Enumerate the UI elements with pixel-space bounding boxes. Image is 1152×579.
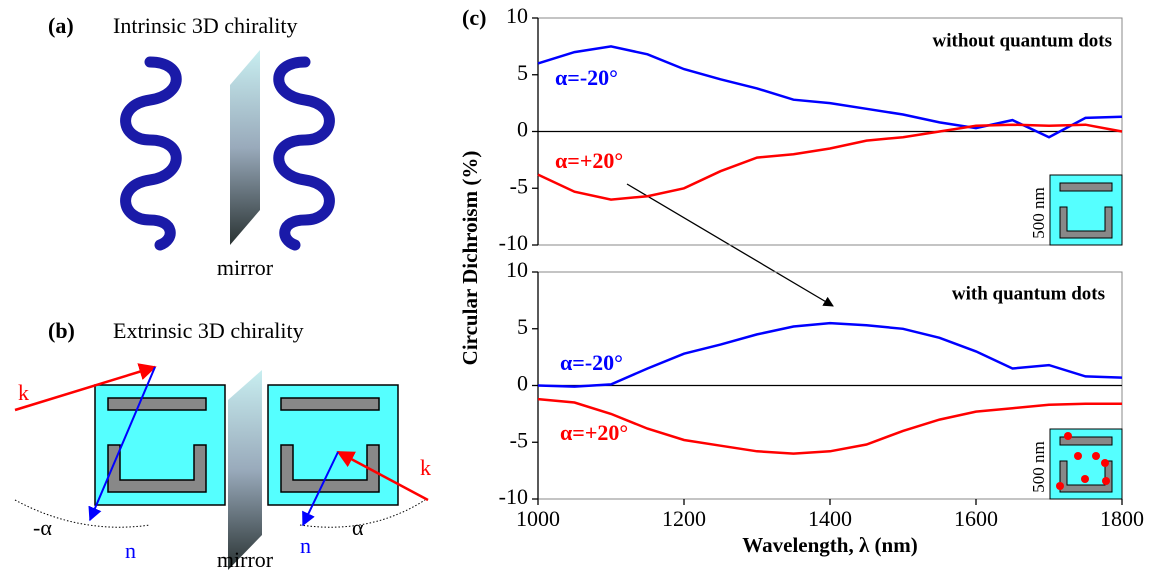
y-tick-label: 0	[517, 117, 528, 142]
panel-label: (c)	[462, 5, 486, 30]
y-tick-label: 0	[517, 371, 528, 396]
inset-label: 500 nm	[1029, 441, 1048, 492]
y-axis-title: Circular Dichroism (%)	[458, 151, 482, 366]
metamaterial-cell	[94, 384, 399, 506]
chart-title: without quantum dots	[933, 30, 1113, 51]
panel-title: Extrinsic 3D chirality	[113, 318, 304, 343]
x-tick-label: 1800	[1100, 506, 1144, 531]
angle-label: α	[352, 515, 364, 540]
mirror-plane	[230, 50, 260, 245]
inset-bar	[1059, 182, 1113, 192]
mirror-label: mirror	[217, 547, 274, 572]
x-tick-label: 1600	[954, 506, 998, 531]
angle-label: -α	[33, 515, 52, 540]
quantum-dot	[1074, 452, 1082, 460]
k-label: k	[18, 380, 29, 405]
y-tick-label: -10	[499, 484, 528, 509]
series-line	[537, 321, 1123, 388]
series-label: α=-20°	[560, 350, 623, 375]
panel-label: (a)	[48, 13, 74, 38]
mirror-label: mirror	[217, 255, 274, 280]
inset-bar	[1059, 436, 1113, 446]
series-label: α=+20°	[555, 148, 623, 173]
series-line	[537, 45, 1123, 139]
n-arrow	[88, 366, 156, 522]
y-tick-label: -5	[510, 427, 528, 452]
panel-label: (b)	[48, 318, 75, 343]
x-axis-title: Wavelength, λ (nm)	[742, 533, 917, 557]
chart-title: with quantum dots	[952, 283, 1105, 304]
angle-arc	[14, 499, 426, 528]
y-tick-label: 10	[506, 3, 528, 28]
quantum-dot	[1081, 475, 1089, 483]
y-tick-label: 5	[517, 60, 528, 85]
panel-title: Intrinsic 3D chirality	[113, 13, 298, 38]
series-line	[537, 123, 1123, 201]
n-label: n	[300, 533, 311, 558]
x-tick-label: 1000	[516, 506, 560, 531]
x-tick-label: 1400	[808, 506, 852, 531]
quantum-dot	[1056, 482, 1064, 490]
inset-label: 500 nm	[1029, 187, 1048, 238]
series-label: α=-20°	[555, 65, 618, 90]
quantum-dot	[1092, 452, 1100, 460]
x-tick-label: 1200	[662, 506, 706, 531]
k-arrow	[336, 450, 429, 502]
series-label: α=+20°	[560, 420, 628, 445]
y-tick-label: 10	[506, 257, 528, 282]
k-label: k	[420, 455, 431, 480]
inset-u	[1059, 206, 1113, 239]
mirror-plane	[228, 370, 262, 570]
y-tick-label: -5	[510, 173, 528, 198]
quantum-dot	[1102, 477, 1110, 485]
series-line	[537, 397, 1122, 455]
helix	[120, 56, 335, 251]
n-label: n	[125, 538, 136, 563]
k-arrow	[14, 363, 157, 412]
y-tick-label: -10	[499, 230, 528, 255]
y-tick-label: 5	[517, 314, 528, 339]
n-arrow	[302, 451, 339, 527]
quantum-dot	[1064, 432, 1072, 440]
quantum-dot	[1101, 459, 1109, 467]
